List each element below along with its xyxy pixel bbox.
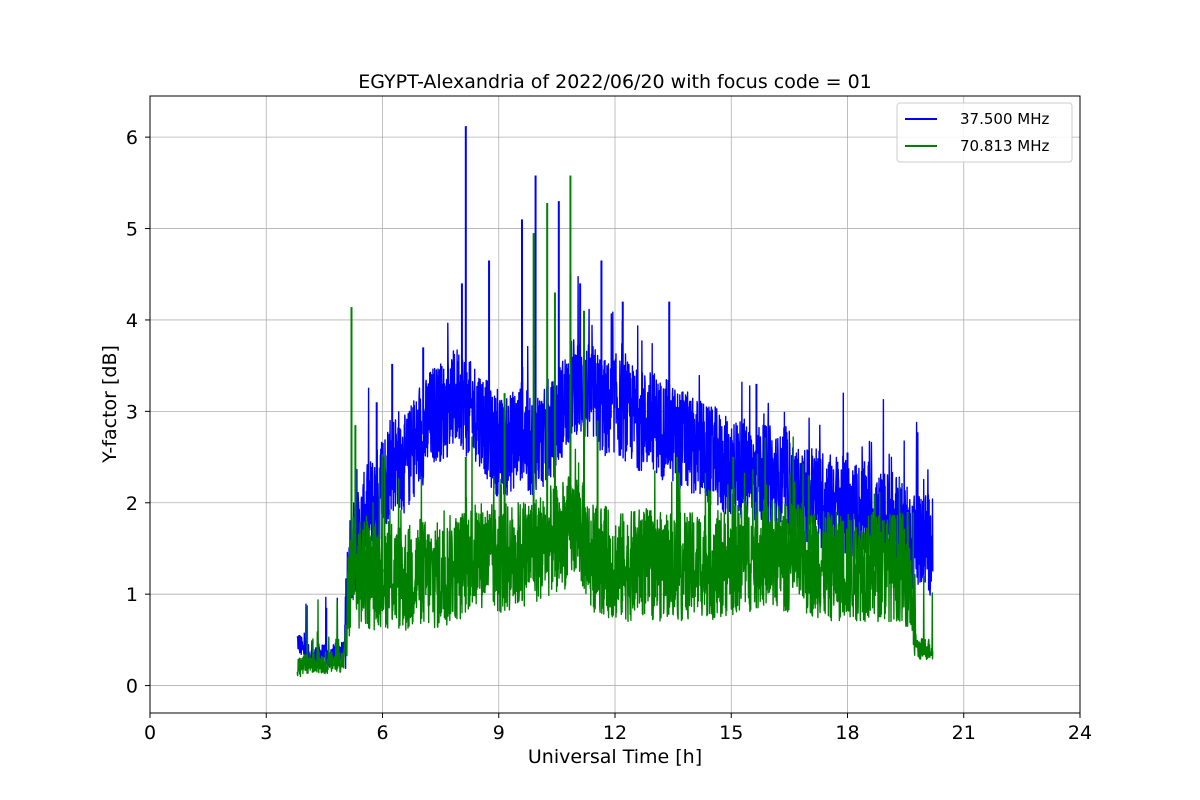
chart-title: EGYPT-Alexandria of 2022/06/20 with focu…: [358, 71, 872, 93]
y-axis-label: Y-factor [dB]: [99, 345, 121, 464]
y-tick-label: 5: [126, 219, 138, 241]
x-axis-label: Universal Time [h]: [528, 746, 702, 768]
x-tick-label: 3: [260, 722, 272, 744]
x-tick-label: 18: [835, 722, 859, 744]
x-tick-label: 12: [603, 722, 627, 744]
y-tick-label: 6: [126, 127, 138, 149]
y-tick-label: 4: [126, 310, 138, 332]
series-line-2: [296, 436, 934, 678]
x-tick-label: 6: [376, 722, 388, 744]
y-tick-label: 2: [126, 493, 138, 515]
x-tick-label: 15: [719, 722, 743, 744]
legend-box: [896, 102, 1073, 163]
x-tick-label: 21: [952, 722, 976, 744]
legend-label-series-1: 37.500 MHz: [960, 110, 1049, 128]
legend: 37.500 MHz 70.813 MHz: [896, 102, 1073, 163]
x-tick-label: 9: [493, 722, 505, 744]
x-tick-label: 24: [1068, 722, 1092, 744]
x-tick-label: 0: [144, 722, 156, 744]
y-tick-label: 3: [126, 401, 138, 423]
series-layer: [296, 126, 934, 678]
y-tick-label: 1: [126, 584, 138, 606]
y-tick-label: 0: [126, 676, 138, 698]
legend-label-series-2: 70.813 MHz: [960, 137, 1049, 155]
